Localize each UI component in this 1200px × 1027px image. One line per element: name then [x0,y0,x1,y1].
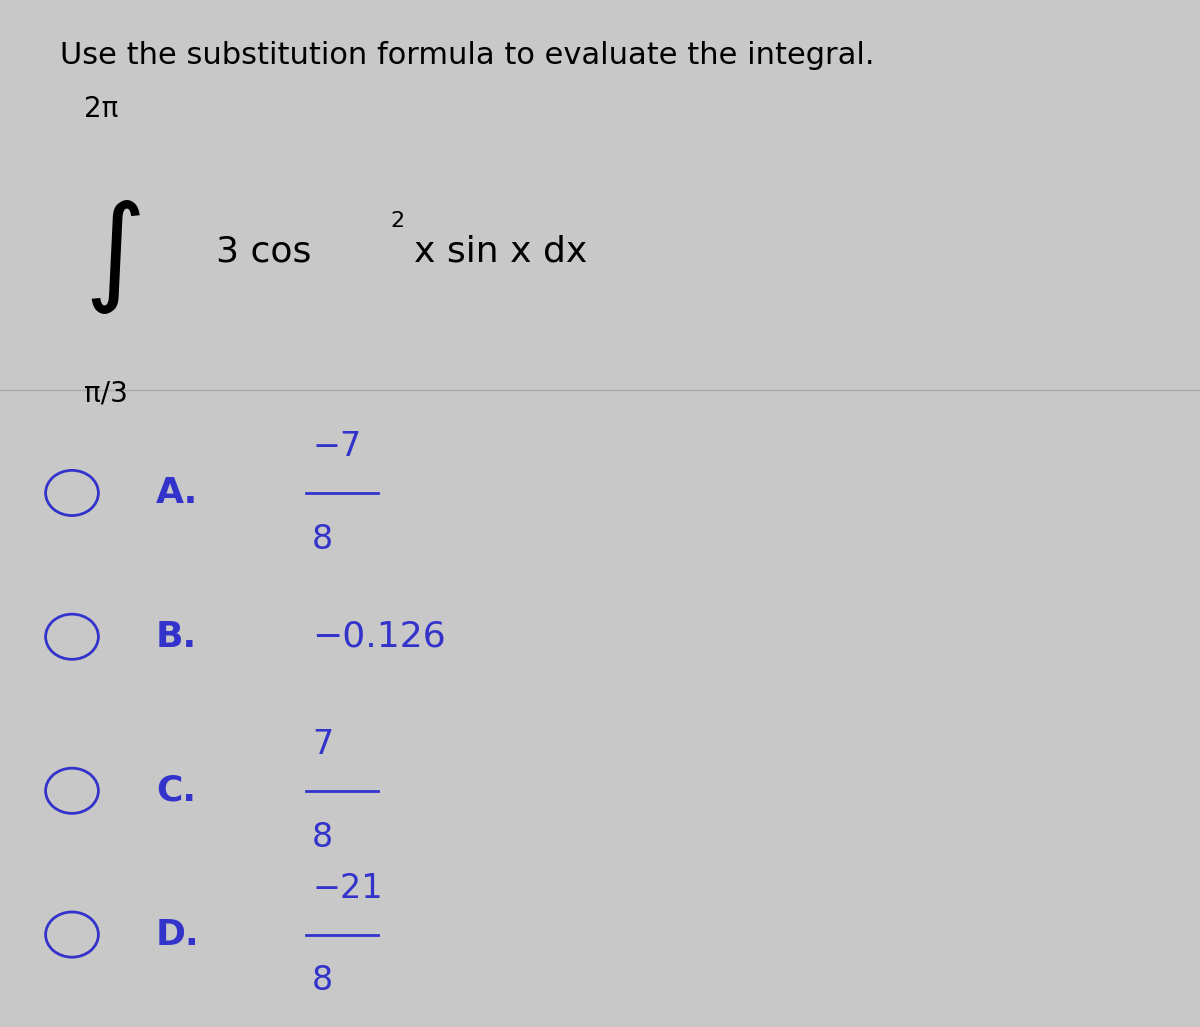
Text: B.: B. [156,619,197,654]
Text: Use the substitution formula to evaluate the integral.: Use the substitution formula to evaluate… [60,41,875,70]
Text: −7: −7 [312,430,361,463]
Text: 7: 7 [312,728,334,761]
Text: 2: 2 [390,211,404,231]
Text: C.: C. [156,773,196,808]
Text: D.: D. [156,917,199,952]
Text: $\int$: $\int$ [84,198,140,315]
Text: π/3: π/3 [84,380,128,408]
Text: 8: 8 [312,523,334,556]
Text: 8: 8 [312,964,334,997]
Text: 3 cos: 3 cos [216,234,311,269]
Text: −0.126: −0.126 [312,619,445,654]
Text: A.: A. [156,476,198,510]
Text: 2π: 2π [84,96,119,123]
Text: −21: −21 [312,872,383,905]
Text: x sin x dx: x sin x dx [414,234,587,269]
Text: 8: 8 [312,821,334,853]
